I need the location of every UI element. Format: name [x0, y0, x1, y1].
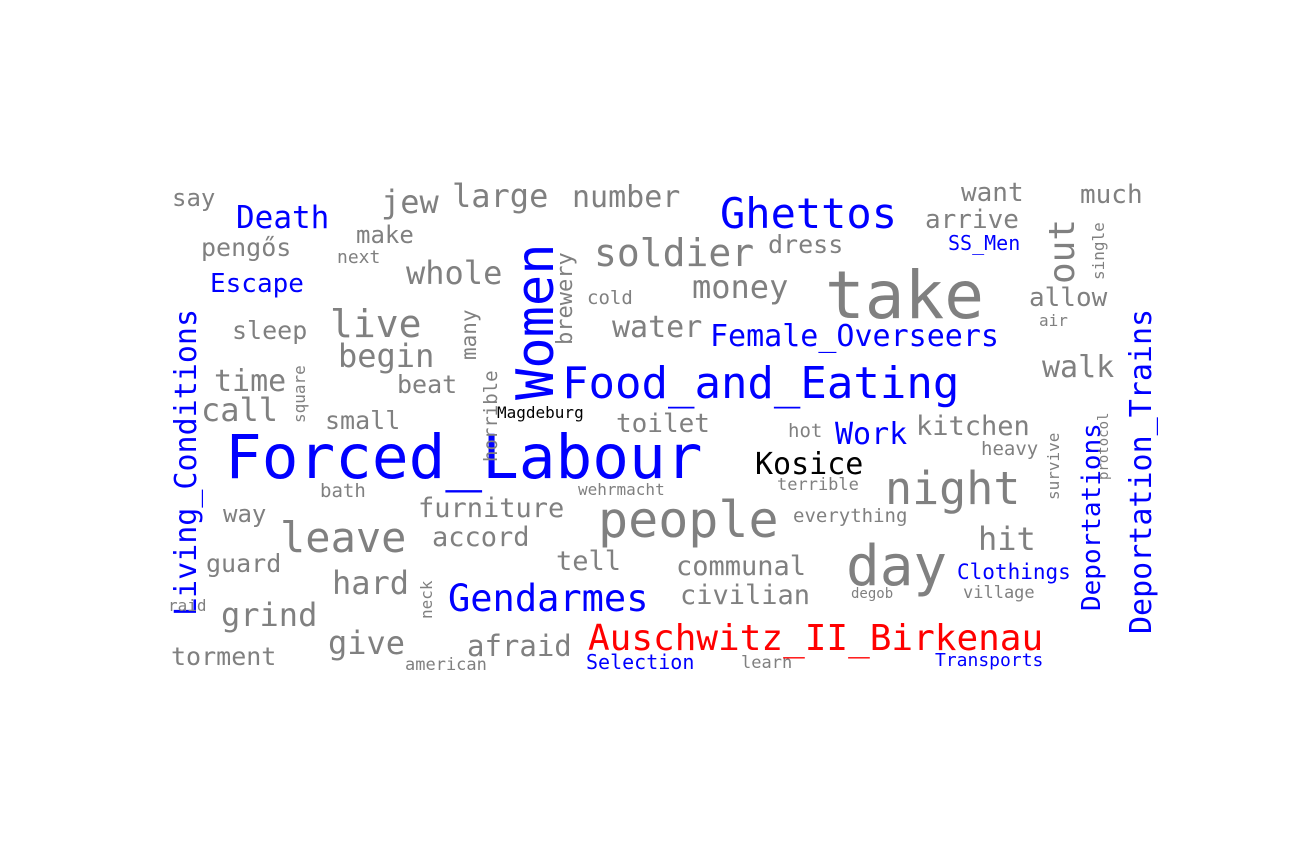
- cloud-word-number: number: [572, 180, 680, 215]
- cloud-word-cold: cold: [587, 287, 633, 309]
- cloud-word-give: give: [328, 624, 405, 662]
- cloud-word-people: people: [598, 491, 779, 549]
- cloud-word-women: Women: [506, 243, 566, 400]
- cloud-word-grind: grind: [221, 596, 317, 634]
- cloud-word-female-overseers: Female_Overseers: [710, 319, 999, 354]
- cloud-word-square: square: [290, 365, 309, 423]
- cloud-word-selection: Selection: [586, 650, 694, 674]
- cloud-word-take: take: [825, 257, 984, 334]
- cloud-word-single: single: [1089, 222, 1108, 280]
- cloud-word-beat: beat: [397, 370, 457, 399]
- cloud-word-hard: hard: [332, 564, 409, 602]
- cloud-word-night: night: [885, 462, 1020, 515]
- cloud-word-large: large: [452, 177, 548, 215]
- cloud-word-communal: communal: [676, 551, 806, 582]
- cloud-word-much: much: [1080, 180, 1143, 210]
- cloud-word-heavy: heavy: [981, 438, 1038, 460]
- cloud-word-bath: bath: [320, 480, 366, 502]
- cloud-word-torment: torment: [171, 642, 276, 671]
- cloud-word-begin: begin: [338, 337, 434, 375]
- cloud-word-everything: everything: [793, 505, 907, 527]
- cloud-word-say: say: [172, 184, 215, 212]
- cloud-word-escape: Escape: [210, 269, 304, 299]
- cloud-word-degob: degob: [851, 586, 893, 602]
- cloud-word-village: village: [963, 583, 1035, 603]
- cloud-word-death: Death: [236, 200, 329, 236]
- cloud-word-jew: jew: [381, 183, 440, 221]
- cloud-word-furniture: furniture: [418, 493, 564, 524]
- cloud-word-raid: raid: [168, 596, 207, 615]
- cloud-word-ss-men: SS_Men: [948, 231, 1020, 255]
- cloud-word-neck: neck: [417, 580, 436, 619]
- cloud-word-way: way: [223, 500, 266, 528]
- cloud-word-tell: tell: [556, 546, 621, 577]
- cloud-word-guard: guard: [206, 549, 281, 578]
- cloud-word-forced-labour: Forced_Labour: [225, 422, 702, 493]
- cloud-word-horrible: horrible: [480, 370, 502, 462]
- cloud-word-accord: accord: [432, 522, 530, 553]
- cloud-word-afraid: afraid: [467, 629, 572, 663]
- cloud-word-next: next: [337, 247, 380, 268]
- cloud-word-peng-s: pengős: [201, 233, 291, 262]
- cloud-word-food-and-eating: Food_and_Eating: [562, 358, 959, 409]
- cloud-word-terrible: terrible: [777, 475, 859, 495]
- cloud-word-want: want: [961, 178, 1024, 208]
- cloud-word-whole: whole: [406, 254, 502, 292]
- cloud-word-auschwitz-ii-birkenau: Auschwitz_II_Birkenau: [588, 618, 1043, 659]
- cloud-word-live: live: [330, 302, 422, 346]
- cloud-word-living-conditions: Living_Conditions: [169, 309, 204, 616]
- cloud-word-kitchen: kitchen: [916, 411, 1030, 442]
- cloud-word-transports: Transports: [935, 650, 1043, 671]
- cloud-word-sleep: sleep: [232, 316, 307, 345]
- cloud-word-make: make: [356, 221, 414, 249]
- cloud-word-magdeburg: Magdeburg: [497, 403, 584, 422]
- cloud-word-hit: hit: [978, 520, 1036, 558]
- cloud-word-deportations: Deportations: [1077, 423, 1107, 611]
- cloud-word-air: air: [1039, 311, 1068, 330]
- cloud-word-small: small: [325, 406, 400, 435]
- cloud-word-gendarmes: Gendarmes: [448, 577, 648, 620]
- cloud-word-civilian: civilian: [680, 580, 810, 611]
- cloud-word-dress: dress: [768, 230, 843, 259]
- cloud-word-ghettos: Ghettos: [720, 189, 897, 238]
- cloud-word-water: water: [612, 310, 702, 345]
- cloud-word-american: american: [405, 655, 487, 675]
- cloud-word-arrive: arrive: [925, 205, 1019, 235]
- cloud-word-many: many: [457, 309, 481, 360]
- cloud-word-hot: hot: [788, 420, 822, 442]
- cloud-word-out: out: [1042, 219, 1083, 284]
- cloud-word-brewery: brewery: [553, 252, 578, 345]
- cloud-word-learn: learn: [741, 653, 792, 673]
- cloud-word-allow: allow: [1029, 283, 1108, 313]
- cloud-word-soldier: soldier: [594, 231, 754, 275]
- cloud-word-kosice: Kosice: [755, 447, 863, 482]
- cloud-word-call: call: [201, 391, 278, 429]
- cloud-word-deportation-trains: Deportation_Trains: [1124, 309, 1159, 634]
- cloud-word-wehrmacht: wehrmacht: [578, 480, 665, 499]
- cloud-word-leave: leave: [280, 513, 406, 562]
- cloud-word-time: time: [214, 364, 286, 399]
- cloud-word-clothings: Clothings: [957, 560, 1071, 584]
- cloud-word-day: day: [846, 534, 947, 599]
- cloud-word-protocol: protocol: [1096, 413, 1112, 480]
- cloud-word-survive: survive: [1044, 433, 1063, 500]
- cloud-word-toilet: toilet: [616, 409, 710, 439]
- cloud-word-money: money: [692, 268, 788, 306]
- cloud-word-work: Work: [835, 417, 907, 452]
- cloud-word-walk: walk: [1042, 350, 1114, 385]
